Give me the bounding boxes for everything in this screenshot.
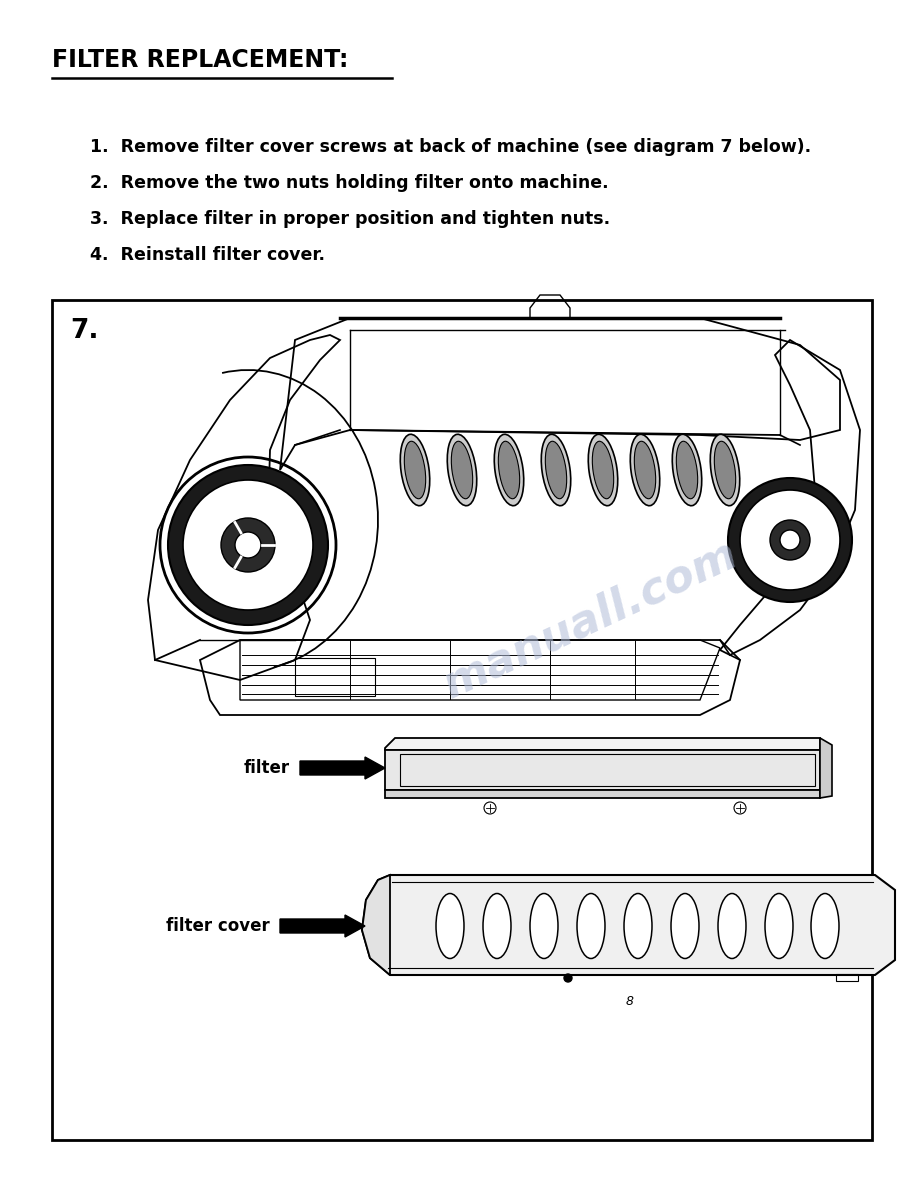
Ellipse shape: [624, 893, 652, 959]
Ellipse shape: [811, 893, 839, 959]
Circle shape: [780, 530, 800, 550]
Text: filter cover: filter cover: [166, 917, 270, 935]
Ellipse shape: [592, 441, 614, 499]
FancyArrow shape: [280, 915, 365, 937]
Ellipse shape: [672, 435, 701, 506]
Text: FILTER REPLACEMENT:: FILTER REPLACEMENT:: [52, 48, 348, 72]
Text: 4.  Reinstall filter cover.: 4. Reinstall filter cover.: [90, 246, 325, 264]
Circle shape: [183, 480, 313, 609]
Ellipse shape: [436, 893, 464, 959]
Circle shape: [728, 478, 852, 602]
Polygon shape: [385, 738, 820, 750]
Ellipse shape: [447, 435, 476, 506]
Ellipse shape: [711, 435, 740, 506]
Ellipse shape: [677, 441, 698, 499]
Ellipse shape: [577, 893, 605, 959]
Ellipse shape: [634, 441, 655, 499]
Bar: [295, 658, 375, 696]
Ellipse shape: [714, 441, 735, 499]
Text: 8: 8: [626, 996, 634, 1007]
Ellipse shape: [588, 435, 618, 506]
Polygon shape: [820, 738, 832, 798]
Circle shape: [235, 532, 261, 558]
Ellipse shape: [631, 435, 660, 506]
Ellipse shape: [400, 435, 430, 506]
Circle shape: [770, 520, 810, 560]
Polygon shape: [385, 750, 820, 790]
Circle shape: [564, 974, 572, 982]
Ellipse shape: [542, 435, 571, 506]
Circle shape: [168, 465, 328, 625]
Text: filter: filter: [244, 759, 290, 777]
Ellipse shape: [498, 441, 520, 499]
Ellipse shape: [404, 441, 426, 499]
Polygon shape: [362, 876, 390, 975]
Ellipse shape: [452, 441, 473, 499]
Text: manuall.com: manuall.com: [436, 532, 744, 707]
Ellipse shape: [545, 441, 566, 499]
Ellipse shape: [671, 893, 699, 959]
Polygon shape: [385, 790, 820, 798]
Ellipse shape: [494, 435, 524, 506]
Text: 3.  Replace filter in proper position and tighten nuts.: 3. Replace filter in proper position and…: [90, 210, 610, 228]
Circle shape: [221, 518, 275, 571]
Circle shape: [740, 489, 840, 590]
Text: 2.  Remove the two nuts holding filter onto machine.: 2. Remove the two nuts holding filter on…: [90, 173, 609, 192]
Ellipse shape: [483, 893, 511, 959]
Polygon shape: [362, 876, 895, 975]
Text: 7.: 7.: [70, 318, 98, 345]
Text: 1.  Remove filter cover screws at back of machine (see diagram 7 below).: 1. Remove filter cover screws at back of…: [90, 138, 812, 156]
Bar: [52, 301, 872, 1140]
Ellipse shape: [765, 893, 793, 959]
FancyArrow shape: [300, 757, 385, 779]
Ellipse shape: [718, 893, 746, 959]
Ellipse shape: [530, 893, 558, 959]
Bar: [836, 974, 858, 981]
